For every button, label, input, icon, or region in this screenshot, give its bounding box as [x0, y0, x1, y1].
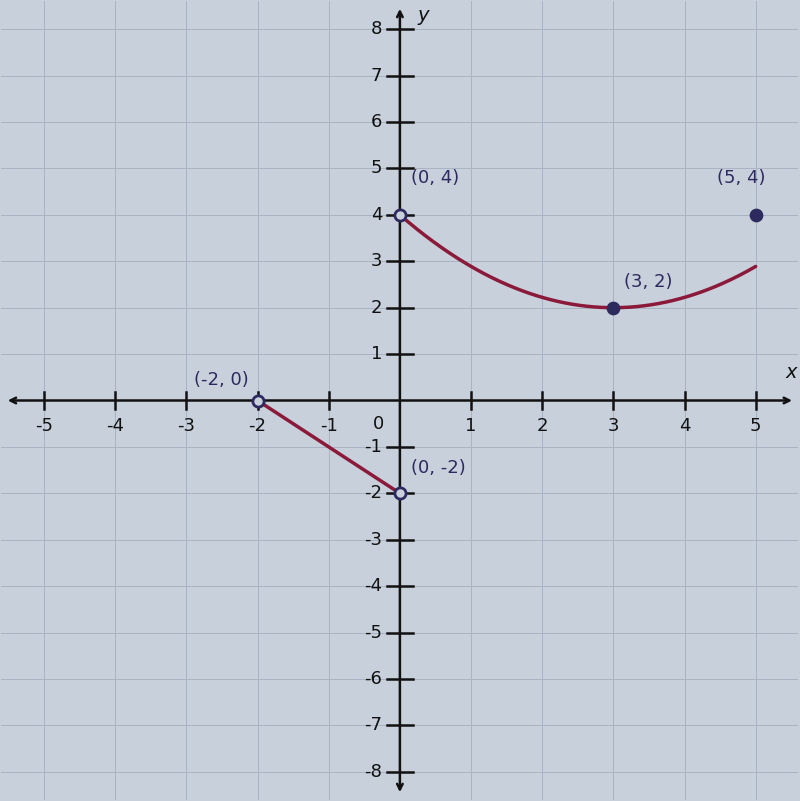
- Text: 3: 3: [370, 252, 382, 270]
- Text: 1: 1: [466, 417, 477, 435]
- Text: x: x: [786, 363, 797, 382]
- Text: y: y: [418, 6, 429, 25]
- Point: [750, 208, 762, 221]
- Text: -1: -1: [364, 438, 382, 456]
- Text: -2: -2: [249, 417, 266, 435]
- Text: -4: -4: [106, 417, 124, 435]
- Text: 3: 3: [608, 417, 619, 435]
- Text: -1: -1: [320, 417, 338, 435]
- Text: -6: -6: [364, 670, 382, 688]
- Text: 4: 4: [678, 417, 690, 435]
- Text: -2: -2: [364, 485, 382, 502]
- Text: (0, 4): (0, 4): [410, 169, 459, 187]
- Text: (3, 2): (3, 2): [624, 273, 673, 292]
- Text: 5: 5: [370, 159, 382, 178]
- Text: 1: 1: [370, 345, 382, 363]
- Text: 6: 6: [370, 113, 382, 131]
- Text: 5: 5: [750, 417, 762, 435]
- Text: (0, -2): (0, -2): [410, 459, 466, 477]
- Text: -3: -3: [364, 531, 382, 549]
- Text: -5: -5: [35, 417, 53, 435]
- Point: [607, 301, 620, 314]
- Text: 2: 2: [537, 417, 548, 435]
- Text: 0: 0: [373, 416, 384, 433]
- Text: 8: 8: [370, 20, 382, 38]
- Text: -3: -3: [178, 417, 195, 435]
- Text: 2: 2: [370, 299, 382, 316]
- Text: (5, 4): (5, 4): [717, 169, 765, 187]
- Point: [251, 394, 264, 407]
- Text: (-2, 0): (-2, 0): [194, 371, 248, 389]
- Text: -4: -4: [364, 578, 382, 595]
- Text: -5: -5: [364, 623, 382, 642]
- Text: 7: 7: [370, 66, 382, 85]
- Text: -8: -8: [364, 763, 382, 781]
- Text: 4: 4: [370, 206, 382, 223]
- Point: [394, 487, 406, 500]
- Point: [394, 208, 406, 221]
- Text: -7: -7: [364, 716, 382, 735]
